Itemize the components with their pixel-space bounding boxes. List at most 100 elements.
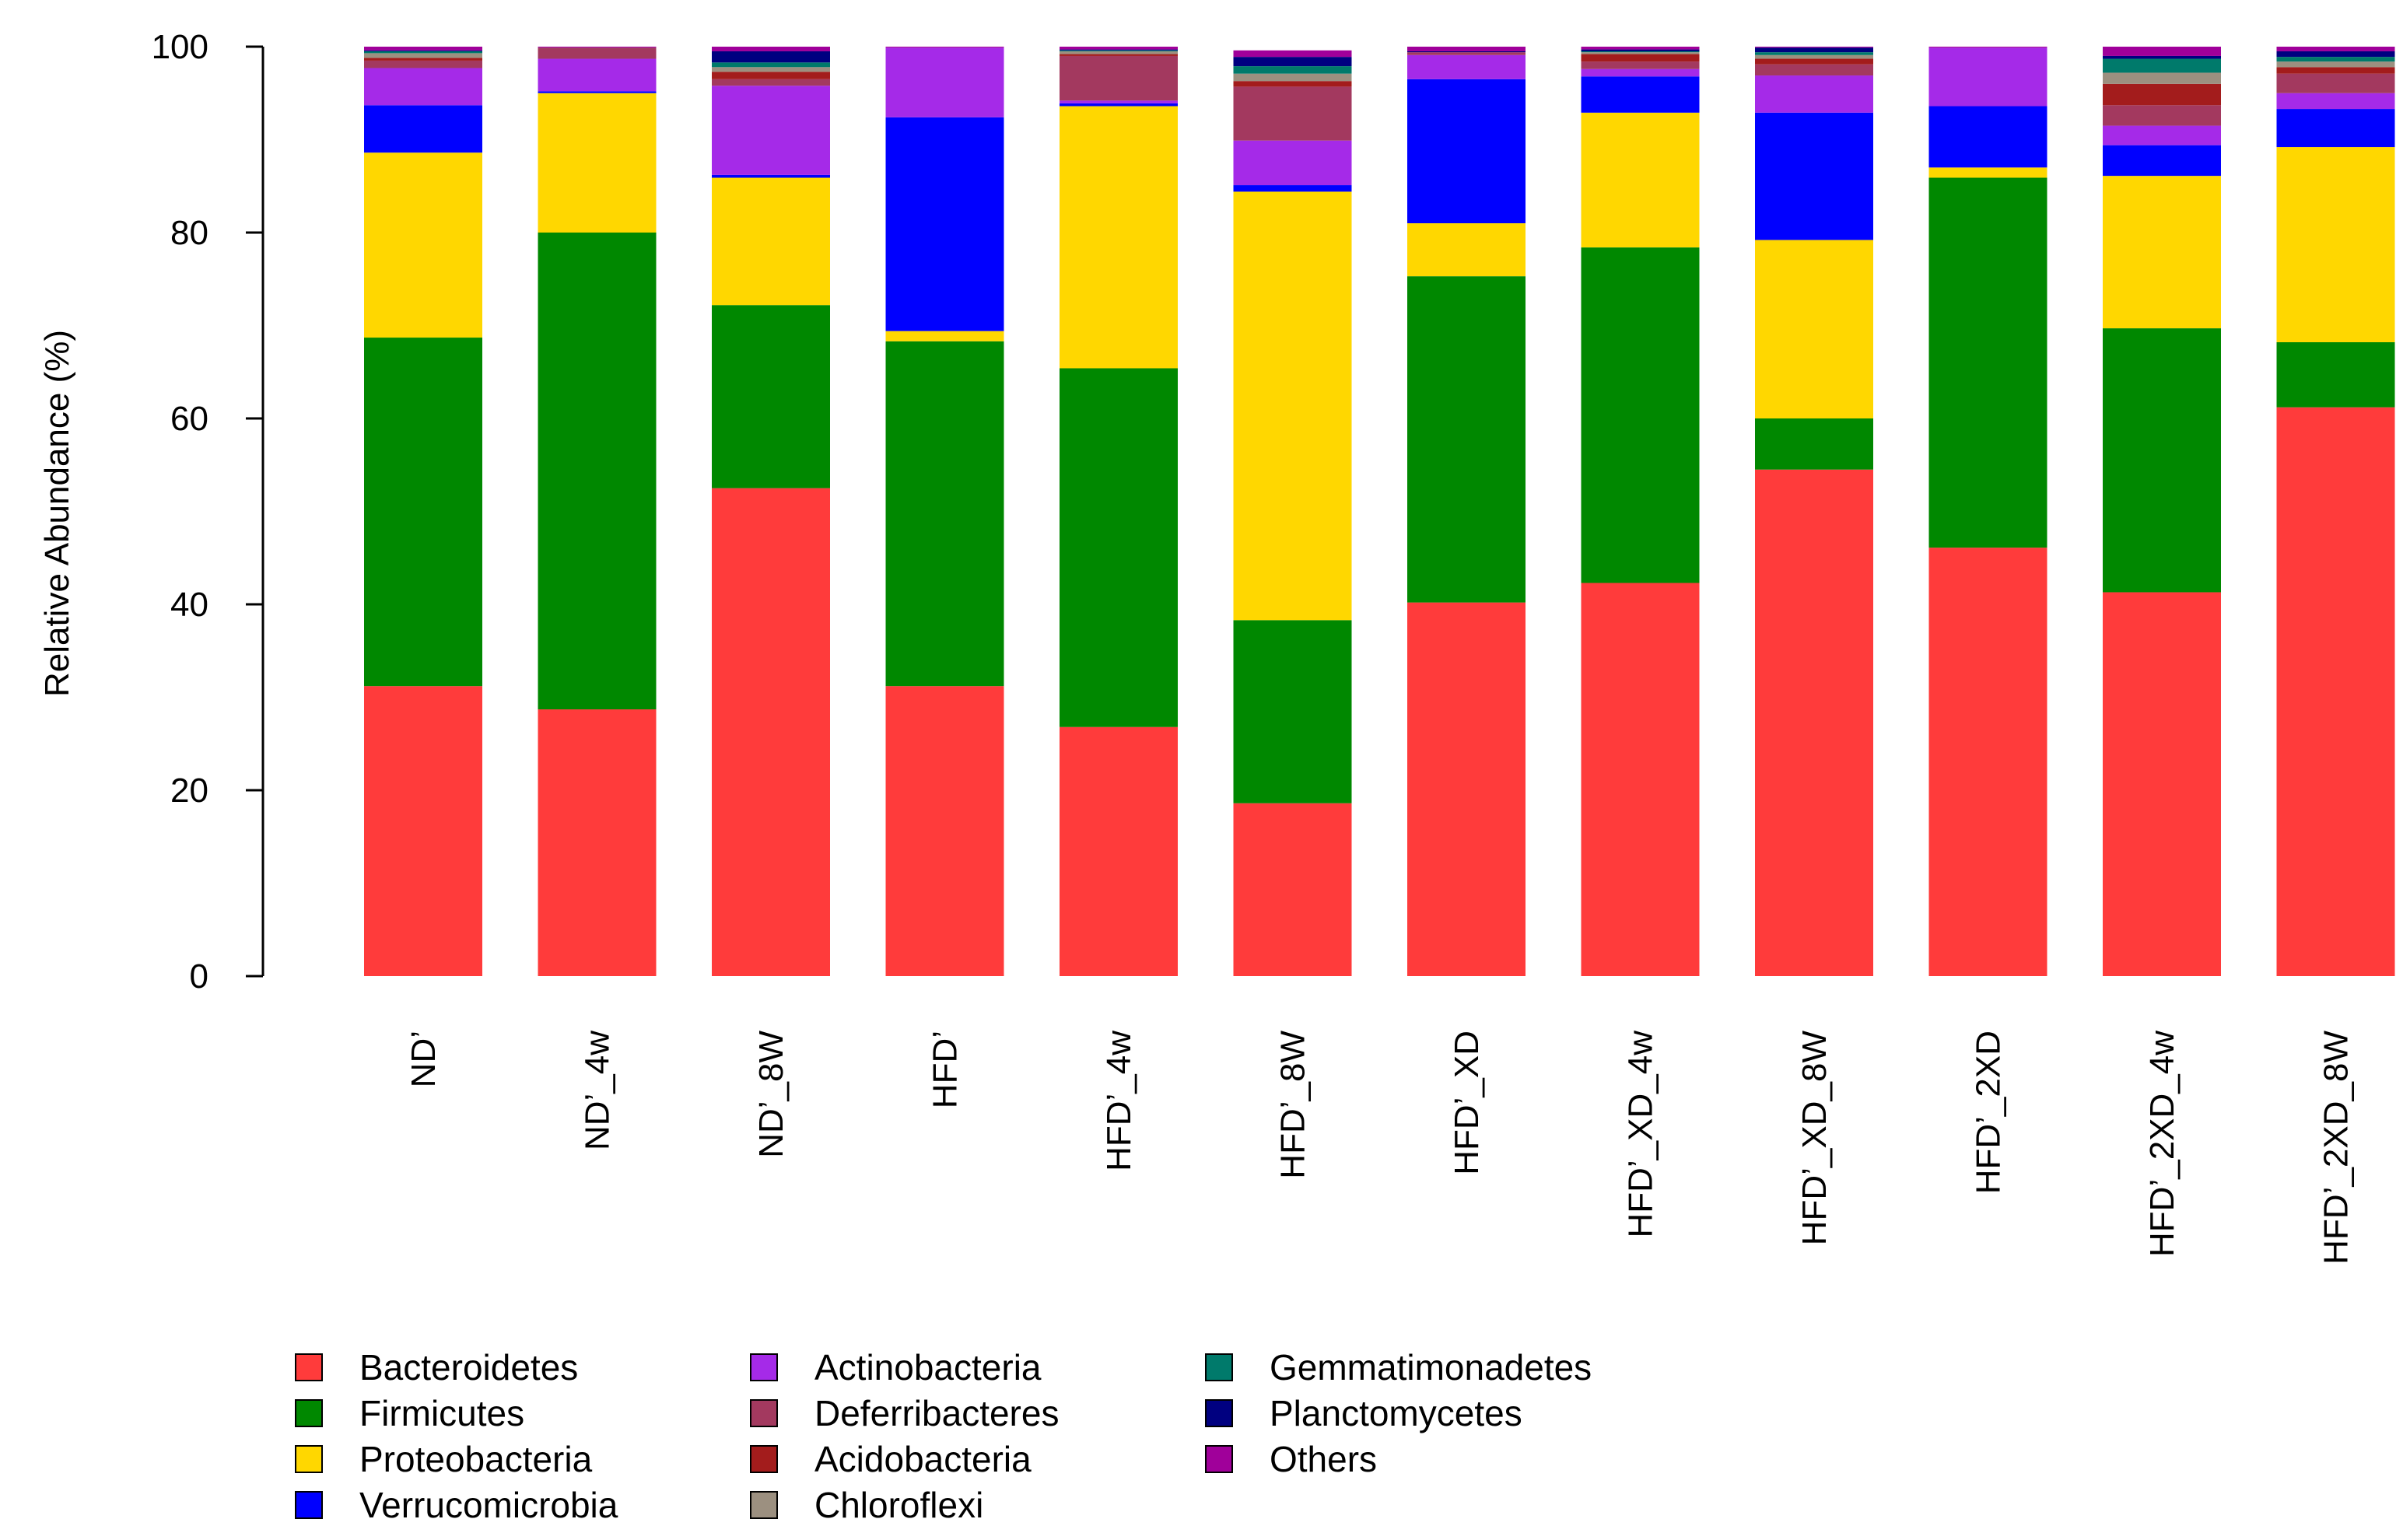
bar-segment-bacteroidetes-9 (1928, 548, 2047, 976)
bar-segment-planctomycetes-5 (1233, 57, 1352, 67)
bar-stack-4 (1060, 47, 1178, 976)
x-tick-label-7: HFD’_XD_4w (1622, 1031, 1660, 1238)
bar-stack-8 (1755, 47, 1873, 976)
bar-segment-verrucomicrobia-4 (1060, 103, 1178, 107)
bar-segment-actinobacteria-6 (1407, 54, 1526, 79)
bar-stack-0 (364, 47, 482, 976)
legend-item-verrucomicrobia: Verrucomicrobia (295, 1485, 618, 1525)
legend-item-acidobacteria: Acidobacteria (750, 1439, 1032, 1479)
bar-segment-proteobacteria-10 (2103, 176, 2221, 329)
bar-segment-proteobacteria-4 (1060, 106, 1178, 369)
bar-segment-gemmatimonadetes-0 (364, 51, 482, 54)
bar-segment-gemmatimonadetes-5 (1233, 66, 1352, 74)
bar-segment-deferribacteres-7 (1581, 61, 1700, 69)
bar-segment-chloroflexi-8 (1755, 54, 1873, 59)
bar-segment-proteobacteria-6 (1407, 223, 1526, 277)
bar-segment-firmicutes-10 (2103, 328, 2221, 593)
bar-segment-actinobacteria-9 (1928, 47, 2047, 107)
bar-segment-bacteroidetes-11 (2276, 407, 2395, 976)
bar-segment-proteobacteria-3 (885, 331, 1004, 341)
bar-segment-deferribacteres-6 (1407, 52, 1526, 55)
bar-segment-gemmatimonadetes-8 (1755, 52, 1873, 55)
x-tick-label-5: HFD’_8W (1274, 1031, 1312, 1179)
bar-segment-bacteroidetes-4 (1060, 726, 1178, 976)
bar-segment-others-11 (2276, 47, 2395, 51)
bar-segment-planctomycetes-10 (2103, 55, 2221, 59)
legend-item-proteobacteria: Proteobacteria (295, 1439, 593, 1479)
bar-stack-10 (2103, 47, 2221, 976)
bar-segment-gemmatimonadetes-7 (1581, 51, 1700, 53)
bar-segment-others-7 (1581, 47, 1700, 50)
legend-item-chloroflexi: Chloroflexi (750, 1485, 983, 1525)
legend-swatch-acidobacteria (750, 1445, 778, 1473)
bar-segment-actinobacteria-11 (2276, 93, 2395, 110)
bar-segment-actinobacteria-0 (364, 68, 482, 106)
bar-segment-verrucomicrobia-8 (1755, 112, 1873, 240)
bar-segment-proteobacteria-5 (1233, 191, 1352, 621)
bar-segment-deferribacteres-2 (712, 79, 830, 86)
bar-segment-planctomycetes-11 (2276, 51, 2395, 58)
bar-segment-bacteroidetes-0 (364, 686, 482, 976)
legend-label-proteobacteria: Proteobacteria (359, 1439, 593, 1479)
bar-segment-deferribacteres-4 (1060, 55, 1178, 101)
legend-swatch-others (1205, 1445, 1233, 1473)
bar-segment-others-10 (2103, 47, 2221, 56)
x-tick-label-6: HFD’_XD (1448, 1031, 1486, 1175)
x-tick-label-3: HFD’ (927, 1031, 965, 1108)
y-tick-label-20: 20 (170, 772, 208, 810)
bar-segment-acidobacteria-11 (2276, 67, 2395, 74)
bars (364, 47, 2395, 976)
bar-stack-1 (538, 47, 657, 976)
bar-segment-bacteroidetes-1 (538, 709, 657, 976)
bar-segment-acidobacteria-8 (1755, 58, 1873, 65)
legend-label-firmicutes: Firmicutes (359, 1393, 524, 1433)
bar-segment-others-2 (712, 47, 830, 51)
y-tick-label-40: 40 (170, 586, 208, 624)
bar-segment-chloroflexi-11 (2276, 61, 2395, 68)
x-tick-label-8: HFD’_XD_8W (1795, 1031, 1834, 1246)
bar-segment-verrucomicrobia-3 (885, 117, 1004, 331)
legend-label-actinobacteria: Actinobacteria (814, 1347, 1042, 1388)
legend-swatch-gemmatimonadetes (1205, 1353, 1233, 1381)
bar-segment-bacteroidetes-2 (712, 488, 830, 976)
bar-segment-firmicutes-1 (538, 233, 657, 710)
bar-segment-proteobacteria-2 (712, 177, 830, 306)
legend-item-firmicutes: Firmicutes (295, 1393, 524, 1433)
bar-segment-verrucomicrobia-2 (712, 174, 830, 178)
bar-segment-verrucomicrobia-9 (1928, 106, 2047, 168)
bar-stack-11 (2276, 47, 2395, 976)
bar-segment-verrucomicrobia-6 (1407, 79, 1526, 224)
bar-segment-verrucomicrobia-10 (2103, 145, 2221, 177)
y-tick-label-100: 100 (152, 28, 208, 66)
legend-item-deferribacteres: Deferribacteres (750, 1393, 1059, 1433)
bar-segment-firmicutes-0 (364, 338, 482, 687)
bar-segment-acidobacteria-4 (1060, 54, 1178, 56)
legend-label-others: Others (1270, 1439, 1377, 1479)
bar-segment-chloroflexi-10 (2103, 72, 2221, 84)
bar-segment-actinobacteria-5 (1233, 140, 1352, 186)
legend-item-actinobacteria: Actinobacteria (750, 1347, 1042, 1388)
bar-segment-others-5 (1233, 50, 1352, 58)
bar-segment-planctomycetes-8 (1755, 47, 1873, 53)
bar-segment-deferribacteres-10 (2103, 105, 2221, 126)
bar-segment-acidobacteria-7 (1581, 54, 1700, 62)
legend-label-chloroflexi: Chloroflexi (814, 1485, 983, 1525)
legend-item-planctomycetes: Planctomycetes (1205, 1393, 1522, 1433)
bar-segment-bacteroidetes-7 (1581, 583, 1700, 976)
bar-stack-5 (1233, 50, 1352, 976)
legend-item-gemmatimonadetes: Gemmatimonadetes (1205, 1347, 1592, 1388)
bar-segment-acidobacteria-0 (364, 58, 482, 61)
bar-segment-proteobacteria-7 (1581, 112, 1700, 248)
bar-segment-bacteroidetes-8 (1755, 469, 1873, 976)
bar-segment-proteobacteria-9 (1928, 167, 2047, 178)
x-axis-labels: ND’ ND’_4w ND’_8W HFD’ HFD’_4w HFD’_8W HFD’_XD… (405, 1031, 2356, 1265)
bar-segment-acidobacteria-5 (1233, 81, 1352, 87)
bar-segment-chloroflexi-5 (1233, 73, 1352, 82)
y-axis: 0 20 40 60 80 100 (152, 28, 264, 996)
y-tick-label-80: 80 (170, 214, 208, 252)
bar-segment-chloroflexi-2 (712, 67, 830, 72)
bar-segment-bacteroidetes-3 (885, 686, 1004, 976)
bar-segment-planctomycetes-2 (712, 51, 830, 63)
legend: Bacteroidetes Firmicutes Proteobacteria Ver… (295, 1347, 1592, 1525)
